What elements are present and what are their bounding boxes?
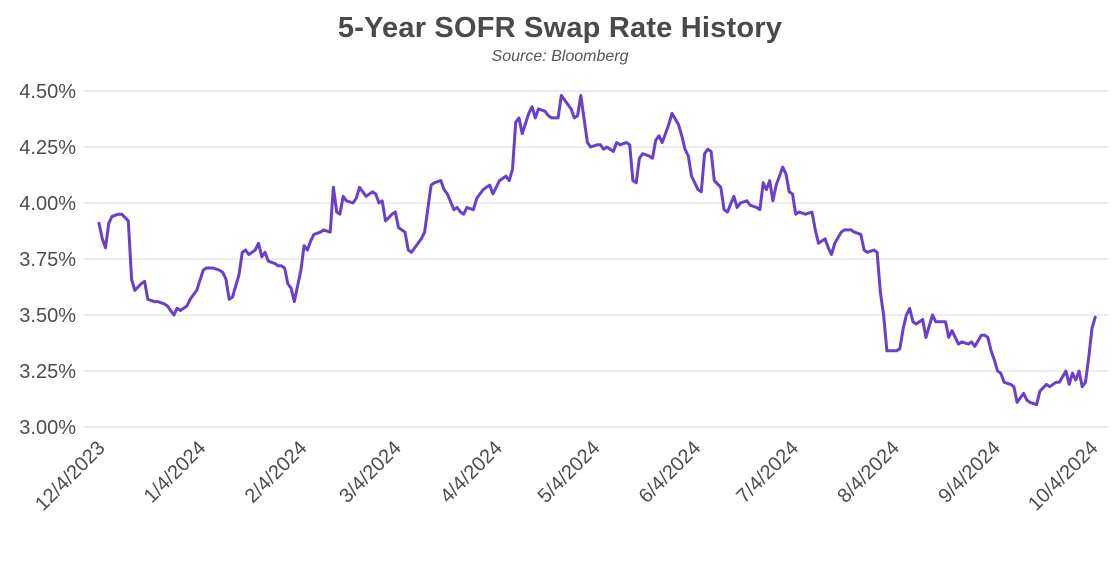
x-axis-label: 12/4/2023 (31, 437, 109, 515)
x-axis-label: 9/4/2024 (934, 437, 1005, 508)
x-axis-label: 7/4/2024 (732, 437, 803, 508)
rate-line-series (97, 94, 1097, 407)
y-axis-label: 4.50% (19, 81, 76, 103)
x-axis-label: 3/4/2024 (335, 437, 406, 508)
x-axis-label: 5/4/2024 (534, 437, 605, 508)
y-axis-label: 4.00% (19, 193, 76, 215)
y-axis-label: 3.00% (19, 417, 76, 439)
y-axis-label: 3.25% (19, 361, 76, 383)
x-axis-label: 4/4/2024 (436, 437, 507, 508)
y-axis-label: 3.75% (19, 249, 76, 271)
y-axis-label: 3.50% (19, 305, 76, 327)
x-axis-label: 10/4/2024 (1024, 437, 1102, 515)
x-axis-label: 1/4/2024 (140, 437, 211, 508)
x-axis-label: 2/4/2024 (241, 437, 312, 508)
y-axis-label: 4.25% (19, 137, 76, 159)
x-axis-label: 6/4/2024 (635, 437, 706, 508)
x-axis-label: 8/4/2024 (833, 437, 904, 508)
